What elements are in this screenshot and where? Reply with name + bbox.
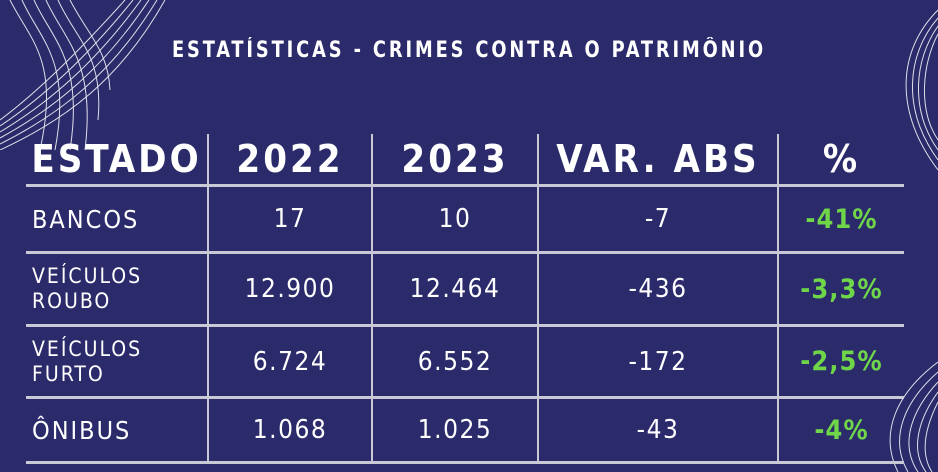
page-title: ESTATÍSTICAS - CRIMES CONTRA O PATRIMÔNI… bbox=[172, 38, 766, 63]
cell-2023: 12.464 bbox=[371, 252, 538, 327]
cell-2022: 17 bbox=[207, 185, 372, 254]
cell-2022: 12.900 bbox=[207, 252, 372, 327]
cell-percent: -3,3% bbox=[777, 252, 904, 327]
header-estado: ESTADO bbox=[26, 134, 208, 187]
estado-label-line2: ROUBO bbox=[32, 289, 112, 313]
cell-percent: -2,5% bbox=[777, 325, 904, 399]
cell-estado: ÔNIBUS bbox=[26, 397, 208, 464]
table-header-row: ESTADO 2022 2023 VAR. ABS % bbox=[26, 134, 904, 187]
cell-2022: 6.724 bbox=[207, 325, 372, 399]
table-row: ÔNIBUS 1.068 1.025 -43 -4% bbox=[26, 397, 904, 464]
cell-var-abs: -7 bbox=[537, 185, 778, 254]
estado-label-line2: FURTO bbox=[32, 361, 105, 386]
header-2022: 2022 bbox=[207, 134, 372, 187]
cell-percent: -4% bbox=[777, 397, 904, 464]
header-2023: 2023 bbox=[371, 134, 538, 187]
estado-label-line1: VEÍCULOS bbox=[32, 264, 143, 288]
header-var-abs: VAR. ABS bbox=[537, 134, 778, 187]
cell-2023: 6.552 bbox=[371, 325, 538, 399]
table-row: VEÍCULOS FURTO 6.724 6.552 -172 -2,5% bbox=[26, 325, 904, 399]
cell-2023: 10 bbox=[371, 185, 538, 254]
estado-label-line1: VEÍCULOS bbox=[32, 336, 143, 361]
estado-label: BANCOS bbox=[32, 204, 140, 234]
estado-label: ÔNIBUS bbox=[32, 415, 132, 445]
cell-2022: 1.068 bbox=[207, 397, 372, 464]
cell-2023: 1.025 bbox=[371, 397, 538, 464]
header-percent: % bbox=[777, 134, 904, 187]
statistics-table: ESTADO 2022 2023 VAR. ABS % BANCOS 17 10… bbox=[26, 134, 904, 464]
cell-estado: VEÍCULOS FURTO bbox=[26, 325, 208, 399]
cell-estado: VEÍCULOS ROUBO bbox=[26, 252, 208, 327]
cell-var-abs: -172 bbox=[537, 325, 778, 399]
cell-estado: BANCOS bbox=[26, 185, 208, 254]
table-row: VEÍCULOS ROUBO 12.900 12.464 -436 -3,3% bbox=[26, 252, 904, 327]
table-row: BANCOS 17 10 -7 -41% bbox=[26, 185, 904, 254]
cell-percent: -41% bbox=[777, 185, 904, 254]
decorative-wave-lines-top-left bbox=[0, 0, 166, 150]
cell-var-abs: -436 bbox=[537, 252, 778, 327]
cell-var-abs: -43 bbox=[537, 397, 778, 464]
